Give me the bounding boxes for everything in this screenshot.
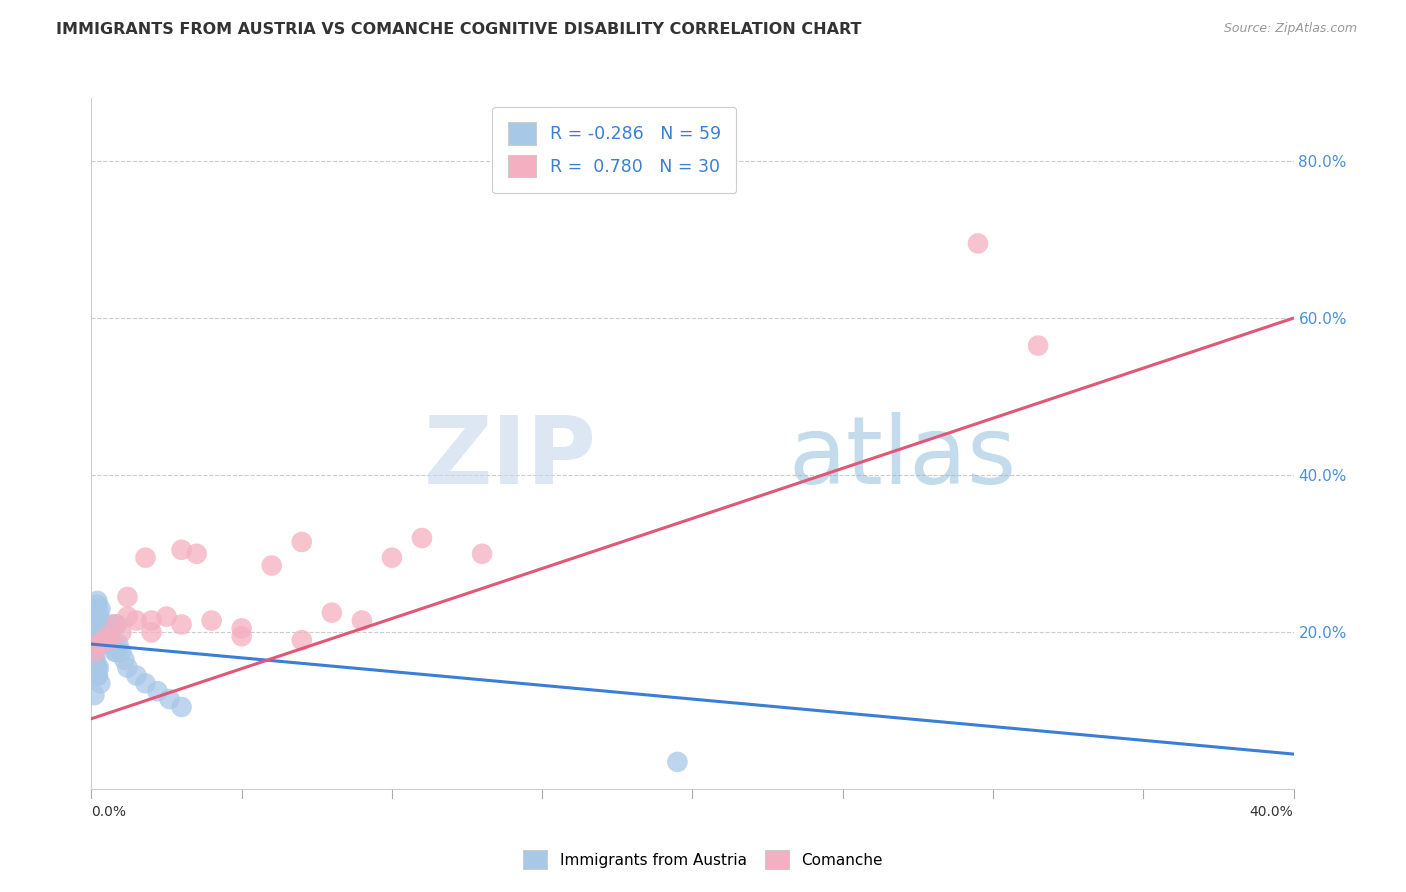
Point	[83, 617, 105, 632]
Point	[83, 653, 105, 667]
Point	[96, 629, 118, 643]
Point	[89, 614, 111, 628]
Point	[170, 542, 193, 557]
Point	[291, 633, 314, 648]
Point	[89, 614, 111, 628]
Point	[93, 617, 115, 632]
Text: ZIP: ZIP	[423, 411, 596, 504]
Point	[90, 621, 112, 635]
Point	[89, 629, 111, 643]
Point	[291, 535, 314, 549]
Point	[101, 637, 124, 651]
Point	[84, 637, 107, 651]
Legend: Immigrants from Austria, Comanche: Immigrants from Austria, Comanche	[517, 844, 889, 875]
Point	[101, 637, 124, 651]
Point	[155, 609, 177, 624]
Point	[159, 692, 181, 706]
Point	[96, 629, 118, 643]
Point	[89, 637, 111, 651]
Point	[87, 625, 110, 640]
Text: 40.0%: 40.0%	[1250, 805, 1294, 819]
Point	[125, 614, 148, 628]
Point	[98, 633, 121, 648]
Point	[471, 547, 494, 561]
Text: atlas: atlas	[789, 411, 1017, 504]
Point	[86, 660, 108, 674]
Point	[82, 648, 104, 663]
Point	[104, 645, 127, 659]
Text: Source: ZipAtlas.com: Source: ZipAtlas.com	[1223, 22, 1357, 36]
Point	[201, 614, 224, 628]
Point	[84, 629, 107, 643]
Point	[186, 547, 208, 561]
Point	[141, 614, 163, 628]
Point	[411, 531, 433, 545]
Point	[82, 645, 104, 659]
Point	[83, 688, 105, 702]
Point	[381, 550, 404, 565]
Point	[134, 676, 156, 690]
Point	[93, 625, 115, 640]
Point	[83, 645, 105, 659]
Point	[82, 609, 104, 624]
Point	[84, 601, 107, 615]
Legend: R = -0.286   N = 59, R =  0.780   N = 30: R = -0.286 N = 59, R = 0.780 N = 30	[492, 107, 737, 193]
Point	[117, 590, 139, 604]
Point	[146, 684, 169, 698]
Point	[104, 645, 127, 659]
Point	[89, 601, 111, 615]
Point	[83, 653, 105, 667]
Point	[87, 668, 110, 682]
Point	[141, 625, 163, 640]
Point	[86, 668, 108, 682]
Point	[86, 625, 108, 640]
Point	[84, 645, 107, 659]
Point	[96, 629, 118, 643]
Point	[114, 653, 136, 667]
Point	[83, 606, 105, 620]
Point	[170, 700, 193, 714]
Point	[86, 594, 108, 608]
Text: IMMIGRANTS FROM AUSTRIA VS COMANCHE COGNITIVE DISABILITY CORRELATION CHART: IMMIGRANTS FROM AUSTRIA VS COMANCHE COGN…	[56, 22, 862, 37]
Point	[98, 633, 121, 648]
Point	[134, 550, 156, 565]
Point	[86, 633, 108, 648]
Point	[86, 598, 108, 612]
Point	[321, 606, 343, 620]
Point	[666, 755, 689, 769]
Point	[110, 645, 132, 659]
Point	[104, 617, 127, 632]
Point	[87, 617, 110, 632]
Point	[105, 617, 128, 632]
Point	[125, 668, 148, 682]
Point	[83, 640, 105, 655]
Point	[87, 660, 110, 674]
Point	[260, 558, 283, 573]
Point	[350, 614, 373, 628]
Point	[231, 629, 253, 643]
Point	[86, 637, 108, 651]
Point	[967, 236, 990, 251]
Point	[107, 637, 129, 651]
Point	[117, 660, 139, 674]
Point	[117, 609, 139, 624]
Point	[90, 633, 112, 648]
Point	[1026, 338, 1049, 352]
Point	[110, 625, 132, 640]
Point	[89, 676, 111, 690]
Point	[84, 653, 107, 667]
Point	[97, 625, 120, 640]
Point	[94, 637, 117, 651]
Point	[98, 629, 121, 643]
Point	[170, 617, 193, 632]
Point	[100, 617, 122, 632]
Text: 0.0%: 0.0%	[91, 805, 127, 819]
Point	[87, 606, 110, 620]
Point	[231, 621, 253, 635]
Point	[84, 609, 107, 624]
Point	[86, 660, 108, 674]
Point	[83, 653, 105, 667]
